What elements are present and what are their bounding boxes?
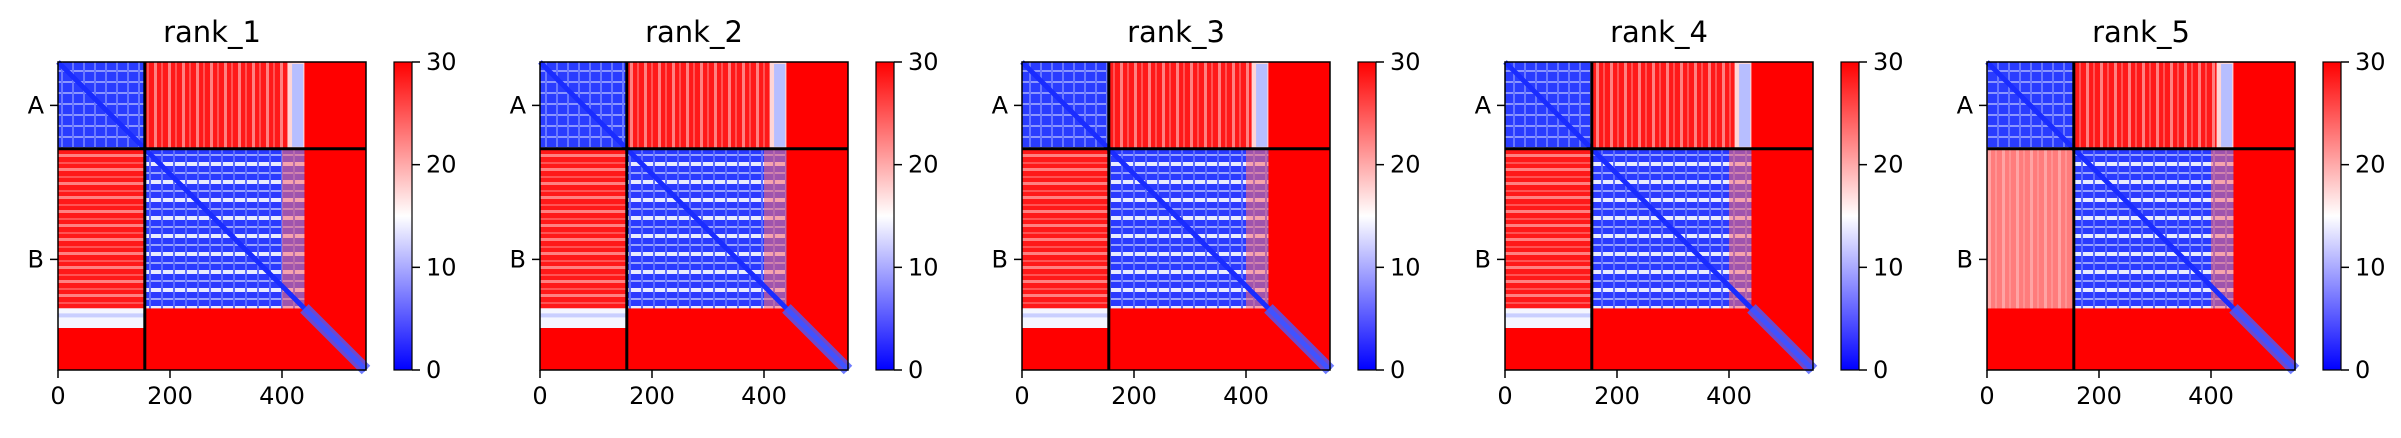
pae-cell-A-B-blue-column	[2221, 64, 2233, 147]
y-tick-label: A	[1957, 91, 1974, 119]
pae-cell-B-A-band-line	[58, 313, 145, 318]
colorbar	[1840, 61, 1860, 371]
y-tick-label: A	[510, 91, 527, 119]
colorbar	[393, 61, 413, 371]
y-tick-label: B	[510, 245, 526, 273]
colorbar-tick-label: 0	[908, 356, 923, 384]
pae-cell-A-B-blue-column	[774, 64, 786, 147]
x-tick-label: 0	[1979, 382, 1994, 410]
pae-cell-B-A	[58, 148, 145, 309]
axes-frame	[57, 61, 367, 371]
colorbar-tick-label: 20	[908, 151, 939, 179]
x-tick-label: 0	[50, 382, 65, 410]
pae-cell-B-A-band-line	[1505, 313, 1592, 318]
pae-cell-B-A	[1022, 148, 1109, 309]
colorbar-tick-label: 10	[908, 253, 939, 281]
axes-frame	[539, 61, 849, 371]
x-tick-label: 200	[629, 382, 675, 410]
pae-cell-B-A	[540, 148, 627, 309]
panel-title: rank_2	[645, 15, 743, 49]
y-tick-label: A	[1475, 91, 1492, 119]
y-tick-label: B	[992, 245, 1008, 273]
pae-cell-A-B	[2073, 62, 2217, 149]
colorbar-tick-label: 30	[1873, 48, 1904, 76]
y-tick-label: A	[992, 91, 1009, 119]
pae-cell-A-B-blue-column	[1739, 64, 1751, 147]
axes-frame	[1986, 61, 2296, 371]
pae-cell-B-A-white-band	[1505, 308, 1592, 328]
panel-title: rank_4	[1610, 15, 1708, 49]
y-tick-label: B	[1957, 245, 1973, 273]
colorbar-tick-label: 10	[1873, 253, 1904, 281]
x-tick-label: 200	[2076, 382, 2122, 410]
x-tick-label: 0	[1497, 382, 1512, 410]
pae-cell-B-A-white-band	[1022, 308, 1109, 328]
heatmap-panel-3: rank_3 0 200 400 A B 0 10 20 30	[992, 15, 1421, 410]
pae-diagonal-tail	[1747, 304, 1818, 375]
colorbar	[2322, 61, 2342, 371]
colorbar-tick-label: 30	[908, 48, 939, 76]
colorbar	[1357, 61, 1377, 371]
pae-cell-B-A-white-band	[58, 308, 145, 328]
pae-cell-B-A	[1505, 148, 1592, 309]
colorbar-tick-label: 30	[2355, 48, 2386, 76]
pae-cell-B-B-edge	[1729, 148, 1752, 309]
panel-title: rank_1	[163, 15, 261, 49]
pae-diagonal-tail	[1264, 304, 1335, 375]
colorbar	[875, 61, 895, 371]
colorbar-tick-label: 0	[426, 356, 441, 384]
colorbar-tick-label: 0	[1873, 356, 1888, 384]
pae-cell-B-B-edge	[2211, 148, 2234, 309]
colorbar-tick-label: 20	[426, 151, 457, 179]
colorbar-tick-label: 30	[426, 48, 457, 76]
heatmap-panel-1: rank_1 0 200 400 A B 0 10 20 30	[28, 15, 457, 410]
heatmap-panel-2: rank_2 0 200 400 A B 0 10 20 30	[510, 15, 939, 410]
heatmap-panel-4: rank_4 0 200 400 A B 0 10 20 30	[1475, 15, 1904, 410]
pae-cell-A-B	[626, 62, 770, 149]
colorbar-tick-label: 10	[426, 253, 457, 281]
x-tick-label: 400	[1223, 382, 1269, 410]
x-tick-label: 400	[1706, 382, 1752, 410]
pae-cell-B-A-white-band	[540, 308, 627, 328]
x-tick-label: 400	[741, 382, 787, 410]
pae-cell-B-A-texture	[1987, 148, 2074, 309]
pae-cell-B-A-band-line	[1022, 313, 1109, 318]
heatmap-panel-5: rank_5 0 200 400 A B 0 10 20 30	[1957, 15, 2386, 410]
x-tick-label: 400	[2188, 382, 2234, 410]
pae-cell-A-B	[1591, 62, 1735, 149]
x-tick-label: 200	[1111, 382, 1157, 410]
axes-frame	[1504, 61, 1814, 371]
pae-cell-B-B-edge	[764, 148, 787, 309]
x-tick-label: 200	[147, 382, 193, 410]
colorbar-tick-label: 30	[1390, 48, 1421, 76]
colorbar-tick-label: 20	[2355, 151, 2386, 179]
axes-frame	[1021, 61, 1331, 371]
colorbar-tick-label: 0	[1390, 356, 1405, 384]
pae-cell-B-A-band-line	[540, 313, 627, 318]
y-tick-label: A	[28, 91, 45, 119]
panel-title: rank_3	[1127, 15, 1225, 49]
pae-cell-A-B-blue-column	[1256, 64, 1268, 147]
pae-diagonal-tail	[782, 304, 853, 375]
pae-diagonal-tail	[300, 304, 371, 375]
x-tick-label: 0	[1014, 382, 1029, 410]
colorbar-tick-label: 0	[2355, 356, 2370, 384]
pae-cell-B-B-edge	[282, 148, 305, 309]
colorbar-tick-label: 20	[1390, 151, 1421, 179]
pae-cell-B-B-edge	[1246, 148, 1269, 309]
x-tick-label: 0	[532, 382, 547, 410]
pae-cell-A-B	[144, 62, 288, 149]
colorbar-tick-label: 10	[2355, 253, 2386, 281]
y-tick-label: B	[28, 245, 44, 273]
x-tick-label: 200	[1594, 382, 1640, 410]
pae-diagonal-tail	[2229, 304, 2300, 375]
x-tick-label: 400	[259, 382, 305, 410]
y-tick-label: B	[1475, 245, 1491, 273]
pae-cell-A-B	[1108, 62, 1252, 149]
colorbar-tick-label: 10	[1390, 253, 1421, 281]
panel-title: rank_5	[2092, 15, 2190, 49]
pae-cell-A-B-blue-column	[292, 64, 304, 147]
colorbar-tick-label: 20	[1873, 151, 1904, 179]
